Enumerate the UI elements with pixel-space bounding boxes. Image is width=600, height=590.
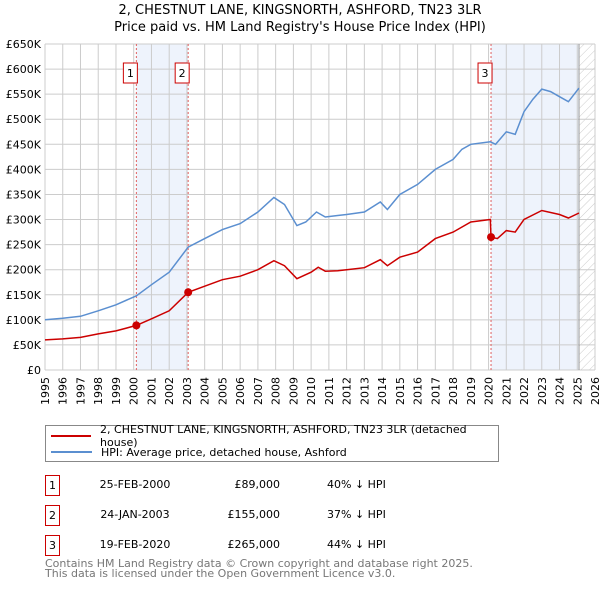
legend-swatch-blue	[51, 451, 92, 453]
y-tick-label: £550K	[6, 88, 42, 101]
price-chart: 1995 1996 1997 1998 1999 2000 2001 2002 2003 2004…	[6, 38, 600, 405]
x-tick-label: 2014	[376, 377, 389, 405]
sale-marker-badge: 2	[45, 505, 60, 526]
title-line-1: 2, CHESTNUT LANE, KINGSNORTH, ASHFORD, T…	[118, 3, 482, 18]
y-tick-label: £100K	[6, 314, 42, 327]
sale-marker-label: 1	[127, 67, 134, 80]
x-tick-label: 2021	[500, 377, 513, 405]
sale-row: 2 24-JAN-2003 £155,000 37% ↓ HPI	[45, 505, 545, 526]
x-tick-label: 2006	[234, 377, 247, 405]
x-tick-label: 1996	[57, 377, 70, 405]
x-tick-label: 2023	[536, 377, 549, 405]
title-line-2: Price paid vs. HM Land Registry's House …	[114, 20, 486, 35]
x-tick-label: 2013	[358, 377, 371, 405]
y-tick-label: £200K	[6, 264, 42, 277]
sale-marker-box	[122, 62, 138, 84]
x-tick-label: 2025	[571, 377, 584, 405]
y-tick-label: £150K	[6, 289, 42, 302]
sale-hpi-diff: 37% ↓ HPI	[327, 508, 386, 521]
sale-row: 1 25-FEB-2000 £89,000 40% ↓ HPI	[45, 475, 545, 496]
sale-price: £155,000	[227, 508, 281, 521]
legend-swatch-red	[51, 435, 92, 437]
sale-marker-box	[477, 62, 493, 84]
x-tick-label: 2007	[252, 377, 265, 405]
x-tick-label: 2003	[181, 377, 194, 405]
x-tick-label: 2024	[554, 377, 567, 405]
legend-item-property: 2, CHESTNUT LANE, KINGSNORTH, ASHFORD, T…	[51, 423, 498, 449]
sale-period-shading	[491, 44, 580, 370]
legend-label-hpi: HPI: Average price, detached house, Ashf…	[101, 445, 347, 459]
sale-date: 24-JAN-2003	[100, 508, 170, 521]
footer-line-1: Contains HM Land Registry data © Crown c…	[45, 557, 473, 570]
sale-date: 25-FEB-2000	[99, 478, 171, 491]
chart-title: 2, CHESTNUT LANE, KINGSNORTH, ASHFORD, T…	[0, 2, 600, 36]
sale-point	[487, 233, 496, 242]
x-tick-label: 2011	[323, 377, 336, 405]
sale-date: 19-FEB-2020	[99, 538, 171, 551]
legend-item-hpi: HPI: Average price, detached house, Ashf…	[51, 444, 347, 460]
x-tick-label: 2002	[163, 377, 176, 405]
sale-marker-box	[174, 62, 190, 84]
y-tick-label: £600K	[6, 63, 42, 76]
sale-period-shading	[136, 44, 189, 370]
x-tick-label: 1995	[39, 377, 52, 405]
sale-marker-label: 2	[179, 67, 186, 80]
x-tick-label: 2009	[287, 377, 300, 405]
x-tick-label: 2000	[128, 377, 141, 405]
footer: Contains HM Land Registry data © Crown c…	[45, 557, 473, 580]
y-tick-label: £500K	[6, 113, 42, 126]
hpi-line	[44, 87, 580, 321]
x-tick-label: 2022	[518, 377, 531, 405]
x-tick-label: 2012	[341, 377, 354, 405]
y-tick-label: £450K	[6, 138, 42, 151]
x-tick-label: 2015	[394, 377, 407, 405]
y-tick-label: £0	[27, 364, 41, 377]
forecast-hatch	[579, 44, 595, 370]
x-tick-label: 2016	[412, 377, 425, 405]
sale-point	[184, 288, 193, 297]
x-tick-label: 2004	[199, 377, 212, 405]
legend: 2, CHESTNUT LANE, KINGSNORTH, ASHFORD, T…	[45, 423, 499, 462]
x-tick-label: 1998	[92, 377, 105, 405]
y-tick-label: £50K	[13, 339, 42, 352]
sale-point	[132, 321, 141, 330]
sale-marker-badge: 3	[45, 535, 60, 556]
x-tick-label: 2019	[465, 377, 478, 405]
x-tick-label: 2008	[270, 377, 283, 405]
x-tick-label: 2017	[429, 377, 442, 405]
sale-row: 3 19-FEB-2020 £265,000 44% ↓ HPI	[45, 535, 545, 556]
y-tick-label: £350K	[6, 188, 42, 201]
x-tick-label: 1999	[110, 377, 123, 405]
y-tick-label: £300K	[6, 214, 42, 227]
y-tick-label: £250K	[6, 239, 42, 252]
x-tick-label: 2001	[145, 377, 158, 405]
sale-price: £89,000	[234, 478, 281, 491]
x-tick-label: 2005	[216, 377, 229, 405]
sale-marker-label: 3	[482, 67, 489, 80]
x-tick-label: 1997	[74, 377, 87, 405]
legend-label-property: 2, CHESTNUT LANE, KINGSNORTH, ASHFORD, T…	[100, 423, 467, 449]
property-price-line	[44, 209, 580, 341]
sale-marker-badge: 1	[45, 475, 60, 496]
x-tick-label: 2010	[305, 377, 318, 405]
x-tick-label: 2026	[589, 377, 600, 405]
sale-hpi-diff: 44% ↓ HPI	[327, 538, 386, 551]
footer-line-2: This data is licensed under the Open Gov…	[45, 567, 396, 580]
x-tick-label: 2018	[447, 377, 460, 405]
y-tick-label: £400K	[6, 163, 42, 176]
sale-price: £265,000	[227, 538, 281, 551]
y-tick-label: £650K	[6, 38, 42, 51]
x-tick-label: 2020	[483, 377, 496, 405]
sale-hpi-diff: 40% ↓ HPI	[327, 478, 386, 491]
